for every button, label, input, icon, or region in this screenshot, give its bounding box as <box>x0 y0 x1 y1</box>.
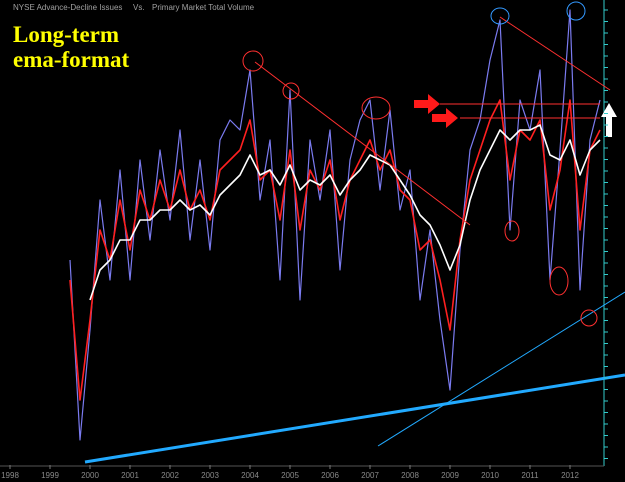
chart-title: NYSE Advance-Decline Issues <box>13 3 122 12</box>
plot <box>69 9 601 441</box>
x-tick-label: 2001 <box>121 471 139 480</box>
series-line <box>69 99 601 401</box>
x-tick-label: 2010 <box>481 471 499 480</box>
overlay-drawings <box>84 1 625 464</box>
chart-subtitle: Primary Market Total Volume <box>152 3 255 12</box>
x-tick-label: 2007 <box>361 471 379 480</box>
x-tick-label: 1998 <box>1 471 19 480</box>
x-tick-label: 2003 <box>201 471 219 480</box>
series-line <box>89 124 601 301</box>
x-tick-label: 2005 <box>281 471 299 480</box>
x-tick-label: 2008 <box>401 471 419 480</box>
series-line <box>69 9 601 441</box>
x-tick-label: 2000 <box>81 471 99 480</box>
annotation: Long-term <box>13 22 119 47</box>
annotation: ema-format <box>13 47 130 72</box>
x-tick-label: 2002 <box>161 471 179 480</box>
x-tick-label: 2012 <box>561 471 579 480</box>
title-separator: Vs. <box>133 3 145 12</box>
x-tick-label: 2006 <box>321 471 339 480</box>
x-tick-label: 2004 <box>241 471 259 480</box>
x-tick-label: 2011 <box>521 471 539 480</box>
x-tick-label: 1999 <box>41 471 59 480</box>
x-tick-label: 2009 <box>441 471 459 480</box>
